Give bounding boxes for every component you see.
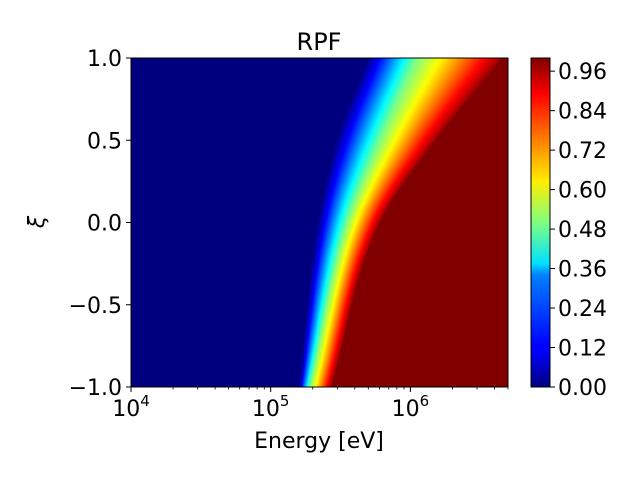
x-tick-label: 105	[252, 392, 290, 422]
colorbar-tick-label: 0.48	[558, 218, 607, 243]
y-tick-label: 0.0	[87, 212, 122, 237]
colorbar-ticks: 0.00 0.12 0.24 0.36 0.48 0.60 0.72 0.84 0.96	[550, 60, 607, 401]
colorbar-tick-label: 0.24	[558, 297, 607, 322]
y-axis-ticks: −1.0 −0.5 0.0 0.5 1.0	[69, 47, 131, 401]
y-axis-label: ξ	[25, 215, 50, 229]
colorbar-tick-label: 0.60	[558, 179, 607, 204]
plot-area	[130, 57, 509, 388]
colorbar-tick-label: 0.72	[558, 139, 607, 164]
colorbar-tick-label: 0.00	[558, 376, 607, 401]
colorbar-gradient	[531, 58, 550, 387]
colorbar-tick-label: 0.12	[558, 337, 607, 362]
colorbar-tick-label: 0.96	[558, 60, 607, 85]
colorbar-tick-label: 0.36	[558, 258, 607, 283]
colorbar-frame	[530, 57, 551, 388]
heatmap-band	[330, 58, 508, 387]
chart-title: RPF	[297, 28, 342, 56]
heatmap-bands	[299, 58, 508, 387]
x-axis-ticks: 104 105 106	[112, 387, 509, 422]
x-tick-label: 104	[112, 392, 150, 422]
y-tick-label: −1.0	[69, 376, 122, 401]
colorbar-tick-label: 0.84	[558, 100, 607, 125]
y-tick-label: −0.5	[69, 294, 122, 319]
y-tick-label: 0.5	[87, 129, 122, 154]
x-tick-label: 106	[392, 392, 430, 422]
colorbar: 0.00 0.12 0.24 0.36 0.48 0.60 0.72 0.84 0.96	[530, 57, 607, 401]
x-axis-label: Energy [eV]	[254, 429, 384, 454]
y-tick-label: 1.0	[87, 47, 122, 72]
